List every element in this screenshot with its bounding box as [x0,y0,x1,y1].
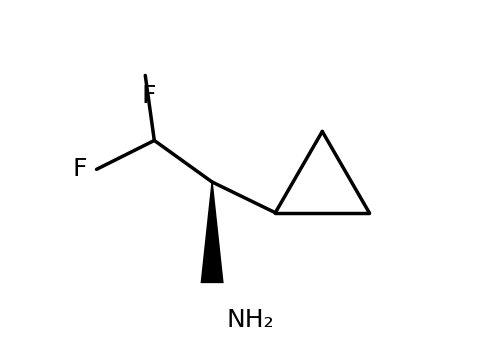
Text: F: F [142,84,156,108]
Text: NH₂: NH₂ [227,308,274,332]
Text: F: F [73,157,87,181]
Polygon shape [201,182,224,283]
